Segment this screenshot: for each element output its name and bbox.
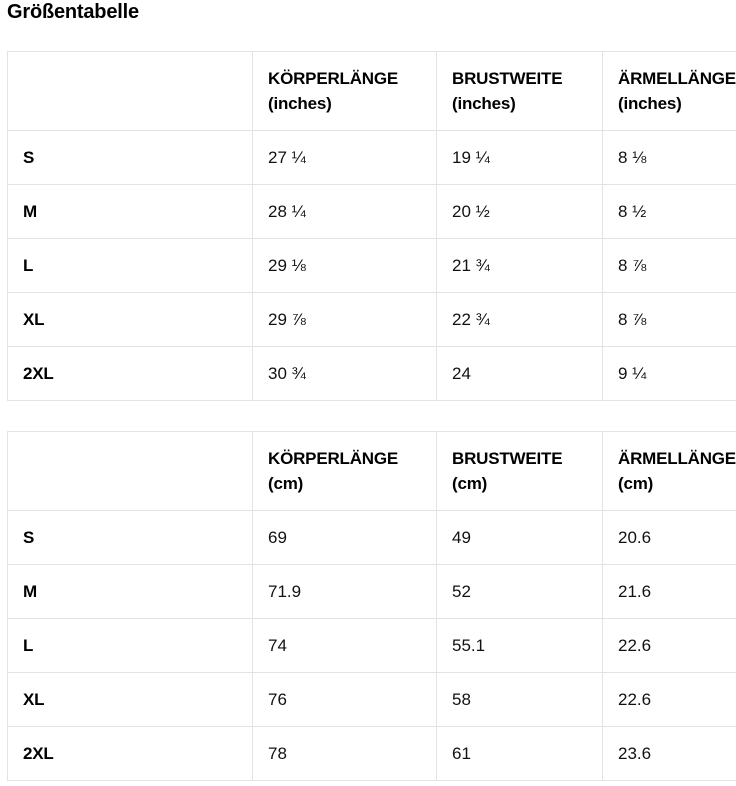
header-cell-aermellaenge-inches: ÄRMELLÄNGE (inches) — [602, 51, 736, 131]
size-label: XL — [7, 292, 253, 347]
value-cell: 74 — [252, 618, 437, 673]
value-cell: 8 ½ — [602, 184, 736, 239]
value-cell: 78 — [252, 726, 437, 781]
size-label: L — [7, 618, 253, 673]
column-header-unit: (inches) — [618, 94, 682, 113]
table-row: L 74 55.1 22.6 — [7, 618, 736, 673]
size-label: S — [7, 510, 253, 565]
table-row: 2XL 78 61 23.6 — [7, 726, 736, 781]
column-header-unit: (inches) — [452, 94, 516, 113]
header-cell-empty — [7, 431, 253, 511]
value-cell: 8 ⅞ — [602, 238, 736, 293]
table-row: M 71.9 52 21.6 — [7, 564, 736, 619]
header-cell-brustweite-cm: BRUSTWEITE (cm) — [436, 431, 603, 511]
column-header-unit: (inches) — [268, 94, 332, 113]
table-row: L 29 ⅛ 21 ¾ 8 ⅞ — [7, 238, 736, 293]
value-cell: 29 ⅞ — [252, 292, 437, 347]
size-label: M — [7, 564, 253, 619]
column-header-unit: (cm) — [618, 474, 654, 493]
table-row: XL 76 58 22.6 — [7, 672, 736, 727]
header-cell-aermellaenge-cm: ÄRMELLÄNGE (cm) — [602, 431, 736, 511]
header-cell-brustweite-inches: BRUSTWEITE (inches) — [436, 51, 603, 131]
value-cell: 20 ½ — [436, 184, 603, 239]
value-cell: 69 — [252, 510, 437, 565]
value-cell: 29 ⅛ — [252, 238, 437, 293]
value-cell: 30 ¾ — [252, 346, 437, 401]
value-cell: 22 ¾ — [436, 292, 603, 347]
column-header-label: KÖRPERLÄNGE — [268, 69, 399, 88]
size-label: XL — [7, 672, 253, 727]
value-cell: 49 — [436, 510, 603, 565]
value-cell: 23.6 — [602, 726, 736, 781]
size-label: S — [7, 130, 253, 185]
column-header-label: BRUSTWEITE — [452, 449, 563, 468]
column-header-label: ÄRMELLÄNGE — [618, 69, 736, 88]
value-cell: 21 ¾ — [436, 238, 603, 293]
value-cell: 8 ⅞ — [602, 292, 736, 347]
table-row: S 69 49 20.6 — [7, 510, 736, 565]
value-cell: 27 ¼ — [252, 130, 437, 185]
value-cell: 21.6 — [602, 564, 736, 619]
header-cell-koerperlaenge-inches: KÖRPERLÄNGE (inches) — [252, 51, 437, 131]
value-cell: 19 ¼ — [436, 130, 603, 185]
table-row: XL 29 ⅞ 22 ¾ 8 ⅞ — [7, 292, 736, 347]
table-row: 2XL 30 ¾ 24 9 ¼ — [7, 346, 736, 401]
value-cell: 20.6 — [602, 510, 736, 565]
value-cell: 58 — [436, 672, 603, 727]
header-row: KÖRPERLÄNGE (inches) BRUSTWEITE (inches)… — [7, 51, 736, 131]
value-cell: 9 ¼ — [602, 346, 736, 401]
value-cell: 28 ¼ — [252, 184, 437, 239]
column-header-label: BRUSTWEITE — [452, 69, 563, 88]
table-row: S 27 ¼ 19 ¼ 8 ⅛ — [7, 130, 736, 185]
page-title: Größentabelle — [7, 1, 139, 23]
size-label: 2XL — [7, 726, 253, 781]
size-label: M — [7, 184, 253, 239]
size-table-inches: KÖRPERLÄNGE (inches) BRUSTWEITE (inches)… — [7, 51, 736, 401]
column-header-unit: (cm) — [268, 474, 304, 493]
value-cell: 22.6 — [602, 672, 736, 727]
value-cell: 52 — [436, 564, 603, 619]
value-cell: 71.9 — [252, 564, 437, 619]
value-cell: 76 — [252, 672, 437, 727]
value-cell: 8 ⅛ — [602, 130, 736, 185]
column-header-unit: (cm) — [452, 474, 488, 493]
column-header-label: ÄRMELLÄNGE — [618, 449, 736, 468]
size-table-cm: KÖRPERLÄNGE (cm) BRUSTWEITE (cm) ÄRMELLÄ… — [7, 431, 736, 781]
value-cell: 55.1 — [436, 618, 603, 673]
size-label: 2XL — [7, 346, 253, 401]
column-header-label: KÖRPERLÄNGE — [268, 449, 399, 468]
value-cell: 61 — [436, 726, 603, 781]
table-row: M 28 ¼ 20 ½ 8 ½ — [7, 184, 736, 239]
header-row: KÖRPERLÄNGE (cm) BRUSTWEITE (cm) ÄRMELLÄ… — [7, 431, 736, 511]
header-cell-empty — [7, 51, 253, 131]
header-cell-koerperlaenge-cm: KÖRPERLÄNGE (cm) — [252, 431, 437, 511]
size-label: L — [7, 238, 253, 293]
value-cell: 22.6 — [602, 618, 736, 673]
value-cell: 24 — [436, 346, 603, 401]
